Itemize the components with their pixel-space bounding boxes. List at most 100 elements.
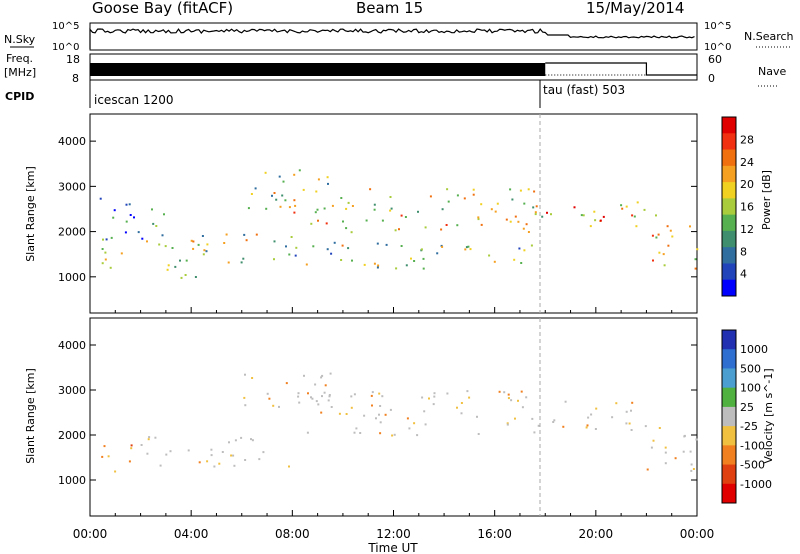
velocity-colorbar-tick-7: -1000 [740,478,772,491]
nave-label: Nave [758,65,786,78]
power-cell-71 [271,194,273,197]
velocity-cell-23 [169,450,172,453]
velocity-cell-145 [683,434,686,437]
power-cell-168 [518,247,521,250]
power-cell-165 [305,263,308,266]
power-cell-116 [509,220,512,223]
velocity-cell-61 [408,427,411,430]
power-cell-76 [279,205,282,208]
power-cell-220 [651,234,654,237]
power-cell-209 [662,253,665,256]
power-cell-73 [327,182,329,185]
power-colorbar-label: Power [dB] [760,170,773,230]
power-cell-87 [456,224,459,227]
noise-trace [89,27,695,49]
velocity-cell-104 [521,406,524,409]
power-cell-182 [488,254,491,257]
velocity-cell-7 [232,454,235,457]
velocity-cell-108 [476,415,478,418]
velocity-cell-30 [210,454,213,457]
velocity-cell-39 [278,405,280,408]
power-cell-40 [206,243,209,246]
power-cell-196 [602,215,605,218]
power-cell-6 [155,225,158,227]
velocity-cell-98 [371,391,374,394]
velocity-cell-91 [507,397,510,400]
power-cell-10 [124,231,127,234]
power-cell-212 [694,258,697,261]
power-cell-57 [166,268,169,271]
velocity-cell-142 [646,468,649,471]
noise-left-tick-top: 10^5 [52,21,79,32]
velocity-cell-44 [272,404,275,407]
velocity-cell-116 [317,403,320,406]
power-colorbar-tick-6: 28 [740,133,754,146]
velocity-cell-78 [531,417,534,420]
velocity-cell-134 [594,428,597,430]
nave-tick-top: 60 [708,53,722,66]
power-cell-173 [405,264,408,267]
velocity-cell-56 [533,431,536,434]
power-cell-29 [192,247,195,250]
power-cell-94 [496,202,499,205]
power-cell-47 [158,243,161,246]
velocity-cell-42 [329,372,332,375]
velocity-cell-95 [468,396,471,399]
power-cell-143 [350,231,353,234]
velocity-cell-121 [363,414,366,417]
power-cell-157 [373,262,376,265]
velocity-cell-13 [218,462,221,465]
velocity-cell-89 [432,403,435,406]
velocity-cell-79 [456,406,458,409]
velocity-cell-144 [652,439,655,442]
power-cell-214 [667,244,670,247]
velocity-cell-112 [379,432,382,435]
power-cell-37 [223,242,226,244]
power-cell-43 [285,245,287,248]
velocity-cell-109 [433,392,436,395]
power-cell-58 [174,265,177,268]
power-cell-159 [465,246,468,249]
velocity-cell-120 [378,392,381,395]
velocity-cell-5 [107,455,110,458]
velocity-colorbar-tick-3: 25 [740,401,754,414]
power-cell-35 [273,258,275,261]
time-tick-label-4: 16:00 [477,527,512,541]
power-cell-13 [125,220,128,223]
freq-band [90,63,546,76]
velocity-cell-9 [146,452,149,455]
power-cell-185 [376,242,379,245]
power-cell-65 [326,176,329,179]
velocity-cell-129 [628,422,631,425]
velocity-cell-24 [187,449,190,452]
power-cell-14 [128,203,131,206]
power-cell-86 [472,188,475,191]
power-cell-213 [658,251,661,254]
noise-panel: N.Sky 10^5 10^0 10^5 10^0 N.Search [4,21,794,53]
power-cell-144 [417,210,419,213]
power-cell-60 [275,198,278,201]
velocity-cell-97 [353,431,356,434]
power-cell-140 [440,228,443,231]
beam-title: Beam 15 [356,0,423,17]
power-cell-31 [243,233,246,236]
power-cell-150 [377,264,380,267]
velocity-cell-14 [244,459,247,461]
freq-trace [90,62,697,76]
velocity-cell-52 [323,391,326,394]
velocity-cell-1 [114,470,117,473]
power-cell-110 [390,207,393,210]
velocity-cell-102 [379,421,382,424]
power-cell-93 [404,216,407,218]
velocity-cell-38 [285,382,288,385]
velocity-cell-17 [230,454,233,457]
velocity-cell-0 [101,455,104,458]
velocity-cell-10 [262,451,265,454]
nsky-label: N.Sky [4,33,36,46]
power-cell-190 [620,204,623,207]
velocity-cell-45 [266,392,269,395]
velocity-colorbar-tick-2: 100 [740,382,761,395]
velocity-cell-8 [228,441,230,444]
power-cell-156 [330,252,333,255]
velocity-cell-33 [221,451,224,453]
